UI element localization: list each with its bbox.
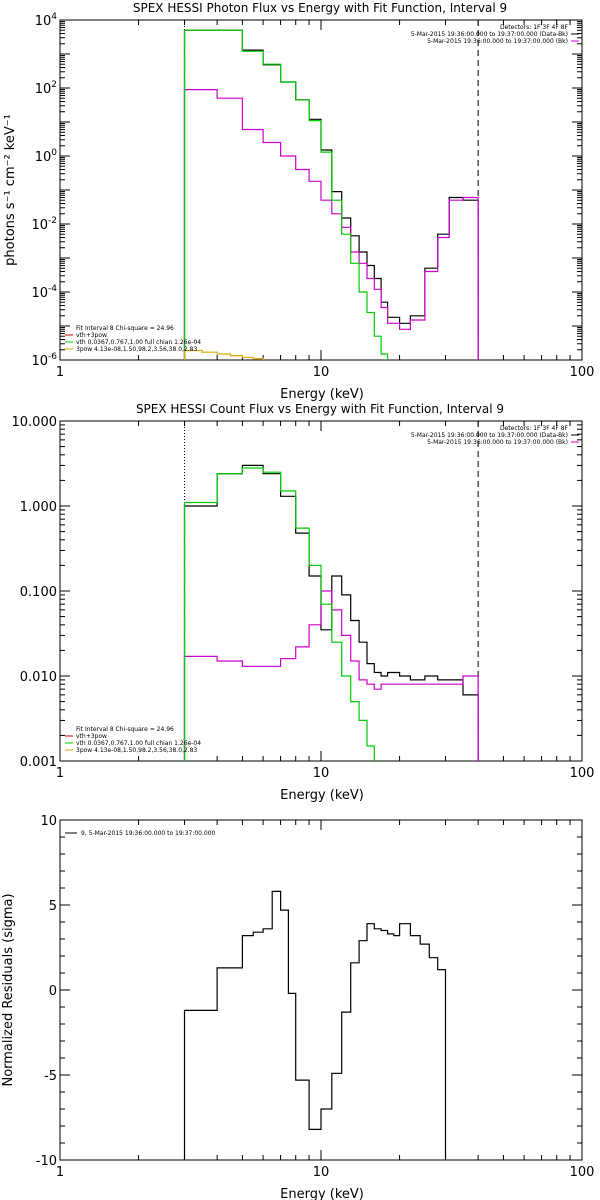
y-tick-label: 10-4 bbox=[31, 284, 57, 301]
y-tick-exponent: 4 bbox=[51, 12, 57, 22]
y-tick-base: 10 bbox=[35, 150, 52, 165]
fit-legend-entry: 3pow 4.13e-08,1.50,98.2,3.56,38.0,2.83 bbox=[76, 747, 197, 754]
fit-legend-entry: vth+3pow bbox=[76, 733, 107, 740]
legend-entry: 9, 5-Mar-2015 19:36:00.000 to 19:37:00.0… bbox=[81, 830, 216, 837]
y-tick-label: 10-2 bbox=[31, 216, 57, 233]
y-axis-label: Normalized Residuals (sigma) bbox=[1, 893, 16, 1086]
series-line bbox=[183, 349, 264, 360]
series-line bbox=[183, 29, 389, 360]
fit-legend-entry: vth 0.0367,0.767,1.00 full chian 1.26e-0… bbox=[76, 740, 201, 747]
y-tick-exponent: 2 bbox=[51, 80, 57, 90]
y-tick-label: 0 bbox=[49, 984, 57, 999]
legend-entry: Detectors: 1F 3F 4F 8F bbox=[500, 425, 569, 432]
legend-entry: 5-Mar-2015 19:36:00.000 to 19:37:00.000 … bbox=[427, 38, 568, 45]
series-group bbox=[183, 29, 479, 360]
y-tick-base: 10 bbox=[35, 14, 52, 29]
y-tick-label: 104 bbox=[35, 12, 58, 29]
y-tick-label: 100 bbox=[35, 148, 58, 165]
y-tick-label: -5 bbox=[44, 1069, 57, 1084]
y-tick-label: 0.001 bbox=[20, 755, 57, 770]
fit-legend-entry: 3pow 4.13e-08,1.50,98.2,3.56,38.0,2.83 bbox=[76, 346, 197, 353]
x-axis-label: Energy (keV) bbox=[280, 1187, 364, 1200]
series-line bbox=[183, 590, 479, 761]
series-line bbox=[183, 89, 479, 360]
x-tick-label: 10 bbox=[313, 365, 330, 380]
photon-flux-panel: SPEX HESSI Photon Flux vs Energy with Fi… bbox=[3, 1, 594, 402]
legend-entry: Detectors: 1F 3F 4F 8F bbox=[500, 24, 569, 31]
x-tick-label: 100 bbox=[570, 766, 595, 781]
x-tick-label: 100 bbox=[570, 365, 595, 380]
y-tick-label: 102 bbox=[35, 80, 57, 97]
residuals-panel: 1 10 100 -10 -5 0 5 10 9, 5-Mar-2015 19:36:00.00… bbox=[1, 814, 594, 1200]
y-tick-exponent: 0 bbox=[51, 148, 57, 158]
count-flux-panel: SPEX HESSI Count Flux vs Energy with Fit… bbox=[12, 402, 595, 803]
y-axis-label: photons s⁻¹ cm⁻² keV⁻¹ bbox=[3, 114, 18, 266]
x-tick-label: 10 bbox=[313, 1165, 330, 1180]
chart-title: SPEX HESSI Photon Flux vs Energy with Fi… bbox=[133, 1, 507, 15]
fit-legend-entry: vth 0.0367,0.767,1.00 full chian 1.26e-0… bbox=[76, 339, 201, 346]
x-tick-label: 1 bbox=[56, 1165, 64, 1180]
series-group bbox=[183, 890, 447, 1160]
legend-entry: 5-Mar-2015 19:36:00.000 to 19:37:00.000 … bbox=[411, 432, 568, 439]
x-tick-label: 1 bbox=[56, 365, 64, 380]
y-tick-label: 5 bbox=[49, 899, 57, 914]
y-tick-base: 10 bbox=[31, 286, 48, 301]
y-tick-exponent: -6 bbox=[48, 352, 57, 362]
y-tick-base: 10 bbox=[31, 354, 48, 369]
legend-entry: 5-Mar-2015 19:36:00.000 to 19:37:00.000 … bbox=[411, 31, 568, 38]
y-tick-label: 10-6 bbox=[31, 352, 57, 369]
y-tick-label: 0.100 bbox=[20, 585, 57, 600]
y-tick-exponent: -4 bbox=[48, 284, 57, 294]
x-tick-label: 10 bbox=[313, 766, 330, 781]
fit-legend-entry: Fit Interval 8 Chi-square = 24.96 bbox=[76, 726, 174, 733]
y-tick-base: 10 bbox=[35, 82, 52, 97]
series-line bbox=[183, 890, 447, 1160]
y-tick-label: 10 bbox=[40, 814, 57, 829]
x-axis-label: Energy (keV) bbox=[280, 387, 364, 402]
series-group bbox=[183, 464, 479, 761]
y-tick-label: -10 bbox=[36, 1154, 57, 1169]
y-tick-label: 0.010 bbox=[20, 670, 57, 685]
x-axis-label: Energy (keV) bbox=[280, 788, 364, 803]
y-tick-exponent: -2 bbox=[48, 216, 57, 226]
x-tick-label: 100 bbox=[570, 1165, 595, 1180]
fit-legend-entry: vth+3pow bbox=[76, 332, 107, 339]
y-tick-label: 10.000 bbox=[12, 415, 58, 430]
series-line bbox=[183, 467, 375, 761]
fit-legend-entry: Fit Interval 8 Chi-square = 24.96 bbox=[76, 325, 174, 332]
y-tick-base: 10 bbox=[31, 218, 48, 233]
y-tick-label: 1.000 bbox=[20, 500, 57, 515]
x-tick-label: 1 bbox=[56, 766, 64, 781]
legend-entry: 5-Mar-2015 19:36:00.000 to 19:37:00.000 … bbox=[427, 439, 568, 446]
series-line bbox=[183, 464, 479, 761]
chart-title: SPEX HESSI Count Flux vs Energy with Fit… bbox=[136, 402, 504, 416]
